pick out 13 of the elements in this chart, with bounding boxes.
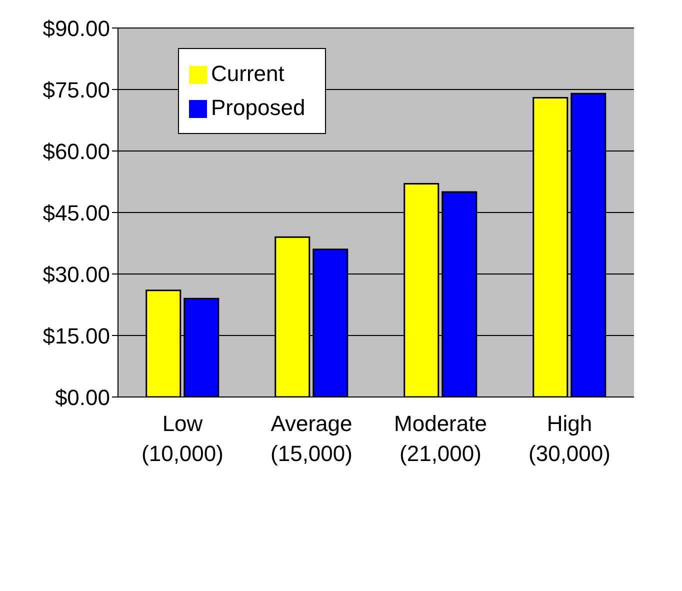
y-tick-label: $15.00 (42, 323, 110, 348)
x-tick-label: Moderate (21,000) (394, 411, 487, 466)
legend-label: Current (211, 61, 284, 86)
y-tick-label: $45.00 (42, 200, 110, 226)
y-tick-label: $60.00 (42, 138, 110, 164)
legend-label: Proposed (211, 95, 306, 120)
x-tick-label: Average (15,000) (270, 411, 352, 466)
x-tick-label: High (30,000) (528, 411, 610, 466)
y-tick-label: $90.00 (42, 16, 110, 41)
y-tick-label: $0.00 (54, 384, 110, 410)
x-tick-label: Low (10,000) (142, 411, 224, 466)
y-tick-label: $30.00 (42, 262, 110, 287)
y-tick-label: $75.00 (42, 77, 110, 102)
